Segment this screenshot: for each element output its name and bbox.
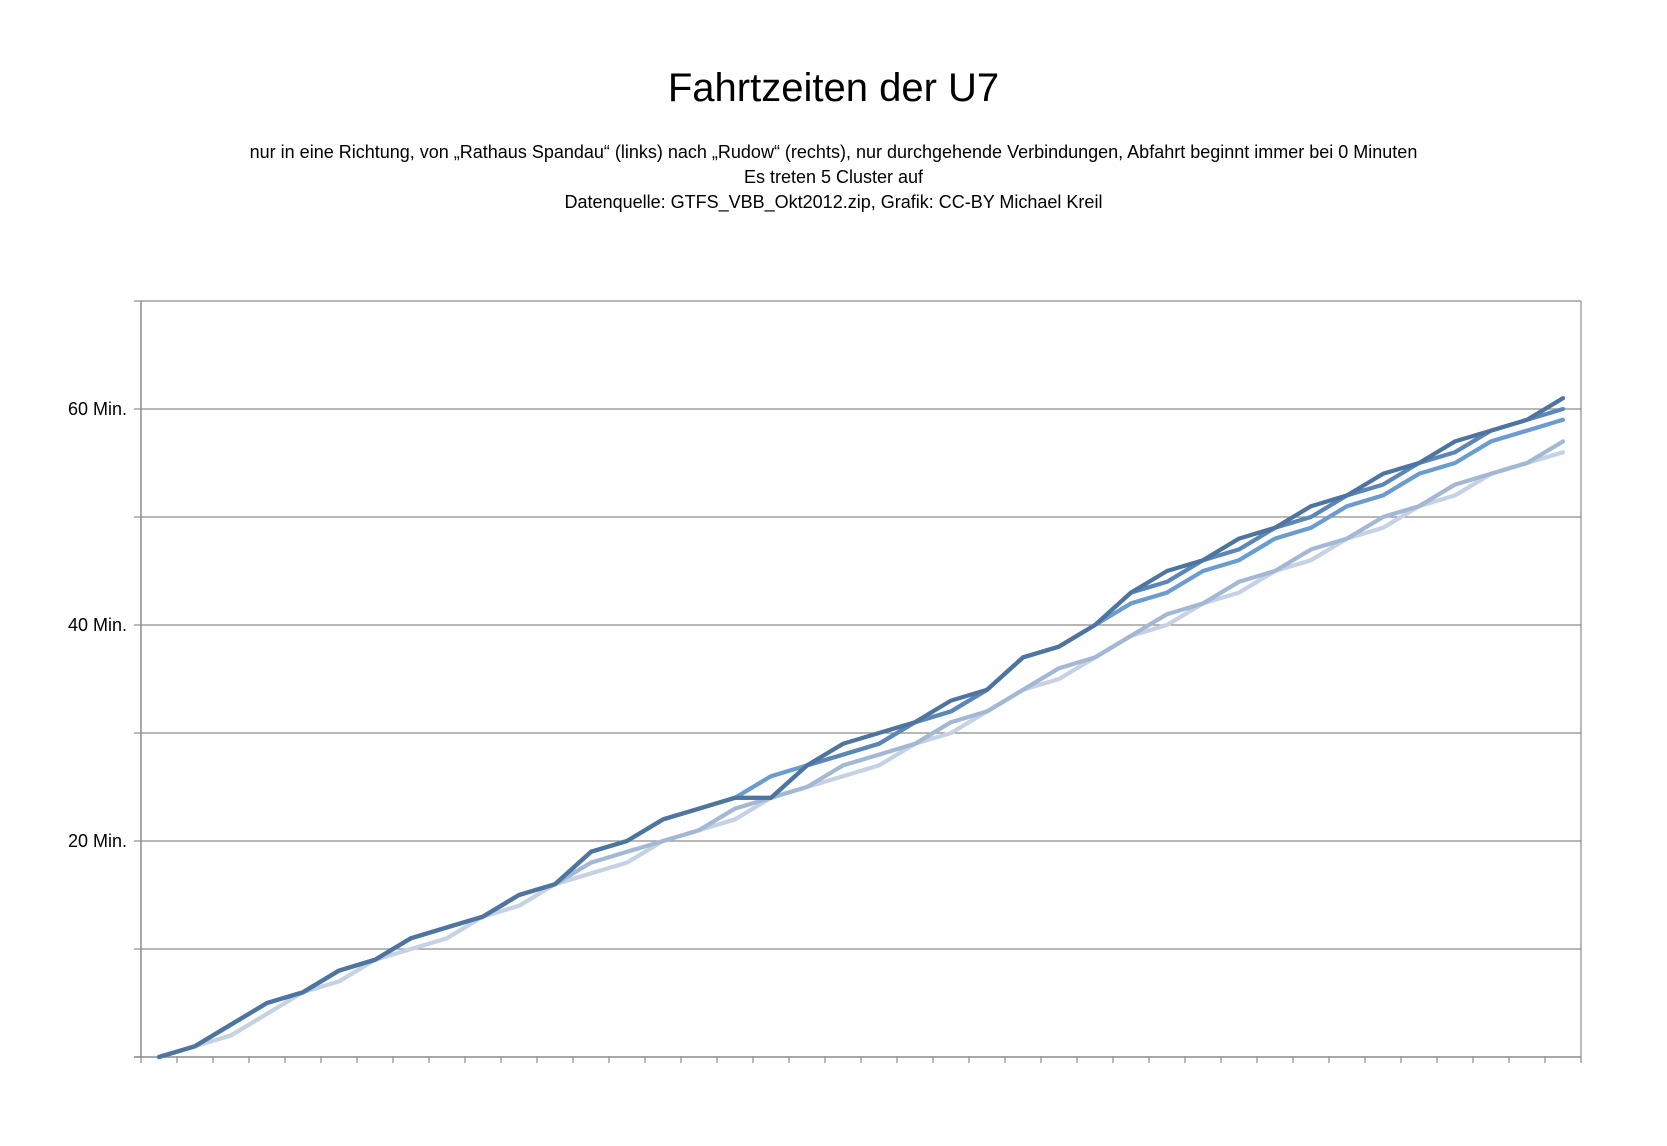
y-tick-label-60: 60 Min. bbox=[68, 399, 127, 419]
y-tick-label-20: 20 Min. bbox=[68, 831, 127, 851]
subtitle-line-2: Es treten 5 Cluster auf bbox=[743, 167, 924, 187]
subtitle-line-1: nur in eine Richtung, von „Rathaus Spand… bbox=[249, 142, 1418, 162]
series-line-5 bbox=[156, 450, 1566, 1060]
y-tick-label-40: 40 Min. bbox=[68, 615, 127, 635]
chart-title: Fahrtzeiten der U7 bbox=[667, 66, 1000, 110]
series-line-1 bbox=[156, 396, 1566, 1060]
chart-subtitle: nur in eine Richtung, von „Rathaus Spand… bbox=[0, 140, 1667, 215]
subtitle-line-3: Datenquelle: GTFS_VBB_Okt2012.zip, Grafi… bbox=[564, 192, 1103, 212]
